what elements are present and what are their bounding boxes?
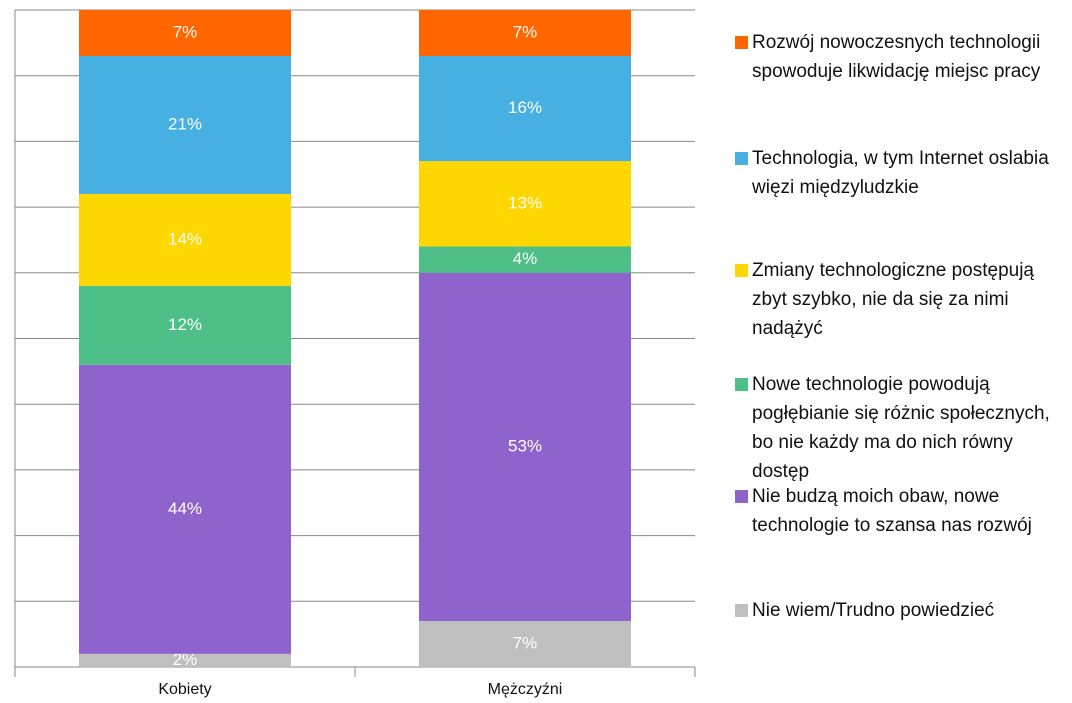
legend-item: Nowe technologie powodują pogłębianie si… bbox=[735, 370, 1072, 486]
data-label: 44% bbox=[168, 499, 202, 518]
bar-segment bbox=[419, 55, 631, 162]
bar-segment bbox=[79, 653, 291, 667]
legend-item: Technologia, w tym Internet oslabia więz… bbox=[735, 144, 1072, 202]
legend-swatch bbox=[735, 604, 748, 617]
bar-segment bbox=[79, 364, 291, 654]
bar-segment bbox=[79, 285, 291, 365]
legend-item: Nie budzą moich obaw, nowe technologie t… bbox=[735, 482, 1072, 540]
bar-segment bbox=[419, 246, 631, 273]
legend-label: Nowe technologie powodują pogłębianie si… bbox=[752, 374, 1050, 482]
bar-segment bbox=[419, 621, 631, 667]
legend-swatch bbox=[735, 36, 748, 49]
bar-segment bbox=[79, 55, 291, 194]
bar-segment bbox=[419, 10, 631, 56]
x-tick-label: Mężczyźni bbox=[488, 681, 563, 698]
data-label: 4% bbox=[513, 249, 538, 268]
data-label: 7% bbox=[513, 22, 538, 41]
legend-label: Nie wiem/Trudno powiedzieć bbox=[752, 600, 995, 621]
legend-swatch bbox=[735, 490, 748, 503]
data-label: 53% bbox=[508, 436, 542, 455]
legend-item: Rozwój nowoczesnych technologii spowoduj… bbox=[735, 28, 1072, 86]
x-tick-label: Kobiety bbox=[158, 681, 211, 698]
data-label: 16% bbox=[508, 98, 542, 117]
bar-segment bbox=[419, 161, 631, 247]
data-label: 2% bbox=[173, 650, 198, 669]
data-label: 14% bbox=[168, 229, 202, 248]
legend-item: Nie wiem/Trudno powiedzieć bbox=[735, 596, 1072, 625]
legend-label: Nie budzą moich obaw, nowe technologie t… bbox=[752, 486, 1032, 536]
legend-swatch bbox=[735, 152, 748, 165]
legend-label: Rozwój nowoczesnych technologii spowoduj… bbox=[752, 32, 1041, 82]
data-label: 13% bbox=[508, 193, 542, 212]
legend-swatch bbox=[735, 378, 748, 391]
data-label: 21% bbox=[168, 114, 202, 133]
bar-segment bbox=[419, 272, 631, 622]
data-label: 7% bbox=[513, 633, 538, 652]
data-label: 12% bbox=[168, 315, 202, 334]
data-label: 7% bbox=[173, 22, 198, 41]
bar-segment bbox=[79, 10, 291, 56]
legend-swatch bbox=[735, 264, 748, 277]
legend-label: Technologia, w tym Internet oslabia więz… bbox=[752, 148, 1049, 198]
legend-label: Zmiany technologiczne postępują zbyt szy… bbox=[752, 260, 1035, 339]
legend-item: Zmiany technologiczne postępują zbyt szy… bbox=[735, 256, 1072, 343]
bar-segment bbox=[79, 193, 291, 286]
